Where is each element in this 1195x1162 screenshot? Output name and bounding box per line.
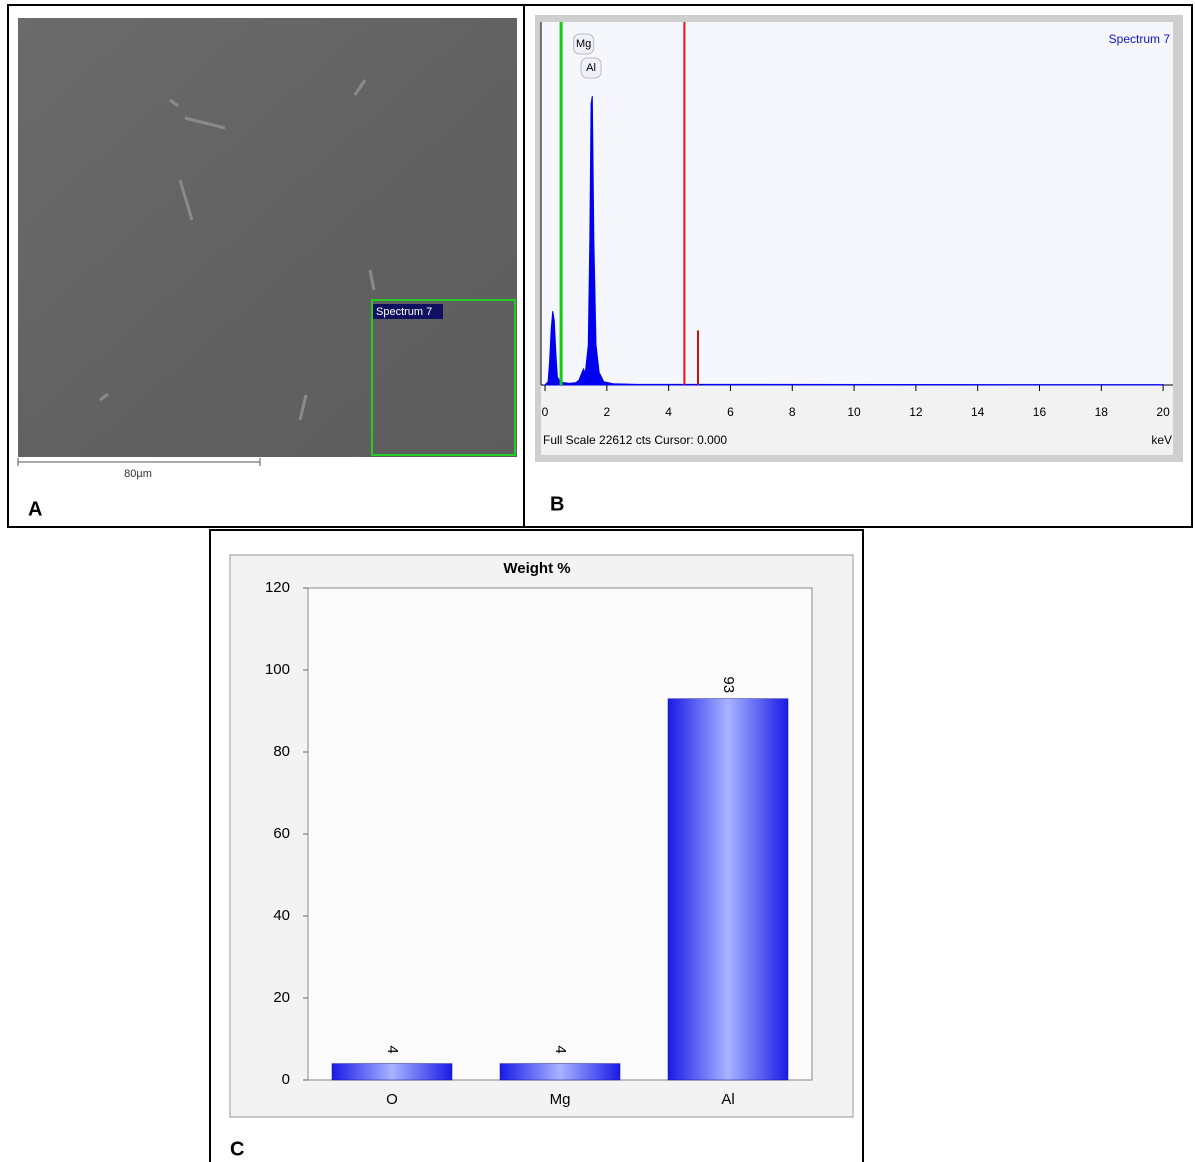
scale-bar [17,458,261,466]
sem-image [18,18,517,457]
y-tick-label: 0 [282,1071,290,1088]
y-tick-label: 80 [273,743,290,760]
region-box [371,299,516,456]
x-axis-label: keV [1151,433,1172,447]
top-frame [7,4,1193,528]
bar [331,1063,453,1081]
peak-label-bg [573,33,595,55]
x-tick-label: 8 [789,405,796,419]
bar [499,1063,621,1081]
panel-label: A [28,498,42,520]
y-tick-label: 20 [273,989,290,1006]
x-tick-label: 10 [847,405,861,419]
scale-bar-label: 80µm [124,468,152,480]
spectrum-area [543,95,1164,386]
y-tick-label: 60 [273,825,290,842]
peak-label-bg [580,57,602,79]
x-tick-label: 18 [1095,405,1109,419]
value-label: 4 [384,1045,401,1053]
x-tick-label: 20 [1156,405,1170,419]
peak-label: Al [586,62,596,74]
panel-label: C [230,1138,244,1160]
x-tick-label: Mg [550,1091,571,1108]
spectrum-footer: Full Scale 22612 cts Cursor: 0.000 [543,433,727,447]
x-tick-label: 12 [909,405,923,419]
value-label: 93 [720,676,737,693]
x-tick-label: 4 [665,405,672,419]
peak-label: Mg [576,38,591,50]
x-tick-label: Al [721,1091,734,1108]
bar [667,698,789,1081]
x-tick-label: 6 [727,405,734,419]
x-tick-label: 16 [1033,405,1047,419]
bottom-frame [209,529,864,1162]
sem-features [99,79,376,421]
x-tick-label: 0 [542,405,549,419]
bar-title: Weight % [503,560,570,577]
y-tick-label: 120 [265,579,290,596]
x-tick-label: O [386,1091,398,1108]
x-tick-label: 14 [971,405,985,419]
spectrum-axis-area [541,385,1173,455]
x-tick-label: 2 [603,405,610,419]
region-label: Spectrum 7 [376,306,432,318]
spectrum-plot [541,22,1173,385]
spectrum-title: Spectrum 7 [1109,32,1171,46]
y-tick-label: 40 [273,907,290,924]
y-tick-label: 100 [265,661,290,678]
region-label-bg [373,304,443,319]
panel-label: B [550,493,564,515]
value-label: 4 [552,1045,569,1053]
